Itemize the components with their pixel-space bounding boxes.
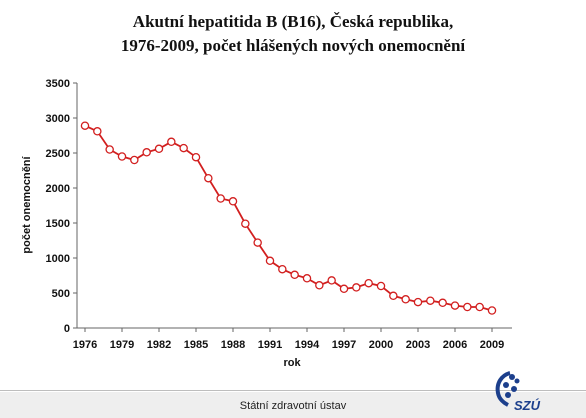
data-point — [216, 194, 225, 203]
x-tick-label: 2003 — [406, 339, 430, 351]
x-tick-label: 2006 — [443, 339, 467, 351]
x-tick-label: 1985 — [184, 339, 208, 351]
x-tick-label: 1979 — [110, 339, 134, 351]
data-point — [438, 298, 447, 308]
y-axis-title: počet onemocnění — [21, 155, 33, 253]
x-axis-title: rok — [283, 357, 301, 369]
data-point — [364, 278, 373, 288]
data-point — [179, 143, 188, 153]
data-point — [327, 276, 336, 285]
data-point — [130, 155, 139, 165]
x-tick-label: 1997 — [332, 339, 356, 351]
y-tick-label: 500 — [52, 288, 70, 300]
footer-divider — [0, 390, 586, 391]
y-tick-label: 2500 — [46, 148, 70, 160]
x-tick-label: 1976 — [73, 339, 97, 351]
data-point — [142, 148, 151, 157]
data-point — [80, 121, 90, 130]
data-point — [105, 145, 114, 154]
data-point — [117, 152, 127, 161]
data-point — [241, 219, 250, 228]
data-point — [265, 256, 275, 266]
chart-title: Akutní hepatitida B (B16), Česká republi… — [0, 10, 586, 58]
y-tick-label: 1500 — [46, 218, 70, 230]
data-point — [253, 238, 262, 247]
chart-title-line-2: 1976-2009, počet hlášených nových onemoc… — [120, 36, 466, 55]
data-point — [154, 144, 164, 154]
szu-logo: SZÚ — [495, 371, 541, 413]
chart-ticks: 0 500 1000 1500 2000 2500 3000 3500 1976 1979 1982… — [46, 78, 505, 351]
x-tick-label: 1982 — [147, 339, 171, 351]
data-point — [463, 302, 472, 312]
series-line — [84, 124, 493, 312]
data-point — [389, 291, 398, 301]
data-point — [376, 281, 386, 291]
data-point — [167, 137, 176, 147]
footer-institution: Státní zdravotní ústav — [239, 400, 347, 412]
y-tick-label: 0 — [64, 323, 70, 335]
data-point — [475, 302, 484, 312]
data-point — [426, 296, 435, 305]
data-point — [278, 264, 287, 274]
data-point — [204, 173, 213, 183]
x-tick-label: 2000 — [369, 339, 393, 351]
data-point — [450, 301, 460, 310]
x-tick-label: 2009 — [480, 339, 504, 351]
y-tick-label: 2000 — [46, 183, 70, 195]
data-point — [413, 297, 423, 307]
y-tick-label: 3000 — [46, 113, 70, 125]
footer-bar — [0, 392, 586, 418]
data-point — [191, 152, 201, 162]
data-point — [401, 295, 410, 304]
y-tick-label: 1000 — [46, 253, 70, 265]
data-point — [228, 197, 238, 206]
x-tick-label: 1991 — [258, 339, 282, 351]
data-point — [315, 281, 324, 290]
x-tick-label: 1988 — [221, 339, 245, 351]
chart-axes — [73, 82, 512, 332]
data-point — [290, 270, 299, 280]
line-chart: 0 500 1000 1500 2000 2500 3000 3500 1976 1979 1982… — [21, 78, 512, 369]
chart-title-line-1: Akutní hepatitida B (B16), Česká republi… — [132, 12, 454, 31]
logo-text: SZÚ — [514, 398, 541, 413]
data-point — [302, 274, 312, 283]
data-point — [487, 306, 497, 315]
data-point — [339, 284, 349, 294]
data-point — [352, 283, 361, 292]
logo-mark-icon — [495, 371, 520, 407]
plot-area — [80, 121, 497, 315]
x-tick-label: 1994 — [295, 339, 320, 351]
data-point — [93, 127, 102, 136]
y-tick-label: 3500 — [46, 78, 70, 90]
